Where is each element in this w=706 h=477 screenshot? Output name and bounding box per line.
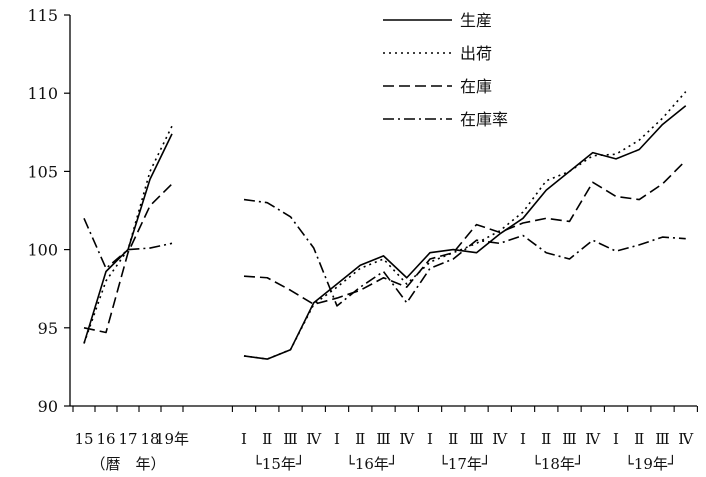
legend-label: 在庫率 [460,110,508,129]
x-tick-label-quarter: Ⅰ [334,430,340,448]
y-tick-label: 115 [27,6,58,25]
x-year-label: └18年┘ [532,454,584,473]
x-tick-label-annual: 15 [74,430,93,448]
x-tick-label-quarter: Ⅲ [376,430,390,448]
legend-label: 在庫 [460,77,492,96]
x-tick-label-quarter: Ⅲ [562,430,576,448]
series-line-annual-dashdot [83,217,173,270]
x-annual-caption: （暦 年） [90,455,165,473]
x-tick-label-annual: 17 [118,430,137,448]
x-tick-label-quarter: Ⅰ [613,430,619,448]
series-line-annual-dash [83,183,173,334]
x-tick-label-annual: 19年 [155,430,189,448]
x-tick-label-quarter: Ⅱ [634,430,644,448]
x-tick-label-quarter: Ⅲ [283,430,297,448]
series-line-quarterly-solid [243,105,687,360]
series-line-quarterly-dot [243,91,687,360]
x-year-label: └15年┘ [253,454,305,473]
x-tick-label-quarter: Ⅳ [585,430,601,448]
x-tick-label-quarter: Ⅲ [469,430,483,448]
x-tick-label-annual: 16 [96,430,115,448]
x-tick-label-quarter: Ⅰ [241,430,247,448]
legend-label: 生産 [460,11,492,30]
y-tick-label: 105 [27,162,58,181]
x-tick-label-quarter: Ⅳ [492,430,508,448]
x-tick-label-quarter: Ⅱ [448,430,458,448]
series-line-quarterly-dashdot [243,198,686,307]
series-line-annual-dot [83,125,173,344]
x-tick-label-quarter: Ⅱ [541,430,551,448]
x-year-label: └19年┘ [625,454,677,473]
x-tick-label-quarter: Ⅲ [655,430,669,448]
x-tick-label-quarter: Ⅳ [306,430,322,448]
x-year-label: └17年┘ [439,454,491,473]
x-tick-label-quarter: Ⅱ [355,430,365,448]
y-tick-label: 110 [27,84,58,103]
series-line-annual-solid [83,133,173,344]
y-tick-label: 90 [38,397,58,416]
series-line-quarterly-dash [243,159,687,306]
chart-axes [69,15,697,407]
y-tick-label: 100 [27,241,58,260]
x-tick-label-quarter: Ⅱ [262,430,272,448]
x-tick-label-annual: 18 [140,430,159,448]
y-axis-ticks: 90 95 100 105 110 115 [27,6,70,416]
x-year-label: └16年┘ [346,454,398,473]
x-tick-label-quarter: Ⅰ [427,430,433,448]
x-tick-label-quarter: Ⅳ [678,430,694,448]
y-tick-label: 95 [38,319,58,338]
plot-area [83,91,687,360]
legend-label: 出荷 [460,44,492,63]
x-tick-label-quarter: Ⅰ [520,430,526,448]
x-tick-label-quarter: Ⅳ [399,430,415,448]
